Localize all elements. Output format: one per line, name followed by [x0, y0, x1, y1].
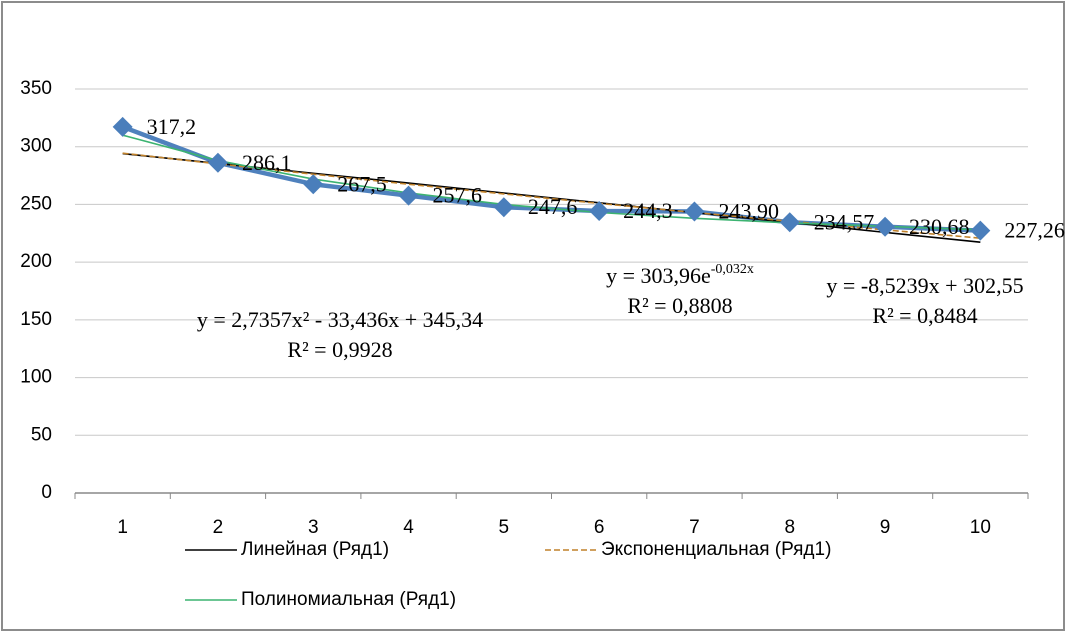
marker: [779, 212, 800, 233]
x-tick-label: 1: [117, 517, 128, 538]
data-label: 247,6: [528, 194, 578, 219]
x-tick-label: 4: [403, 517, 414, 538]
marker: [207, 152, 228, 173]
trend-line: [122, 152, 981, 243]
marker: [875, 216, 896, 237]
y-tick-label: 150: [20, 309, 52, 330]
x-tick-label: 6: [594, 517, 605, 538]
y-tick-label: 350: [20, 78, 52, 99]
x-tick-label: 8: [784, 517, 795, 538]
marker: [589, 201, 610, 222]
x-tick-label: 5: [499, 517, 510, 538]
x-tick-label: 7: [689, 517, 700, 538]
trend-line: [122, 134, 981, 231]
data-label: 244,3: [623, 198, 673, 223]
marker: [684, 201, 705, 222]
y-tick-label: 0: [41, 482, 52, 503]
r-squared: R² = 0,9928: [287, 337, 392, 362]
marker: [493, 197, 514, 218]
y-tick-label: 100: [20, 367, 52, 388]
marker: [398, 185, 419, 206]
y-tick-label: 250: [20, 193, 52, 214]
trend-equation: y = 303,96e-0,032x: [606, 262, 754, 288]
equation-text: y = 303,96e: [606, 263, 711, 288]
x-tick-label: 9: [880, 517, 891, 538]
legend-label: Экспоненциальная (Ряд1): [601, 539, 831, 560]
x-tick-label: 10: [970, 517, 991, 538]
x-tick-label: 2: [213, 517, 224, 538]
r-squared: R² = 0,8484: [872, 303, 977, 328]
data-label: 230,68: [909, 214, 970, 239]
data-label: 227,26: [1004, 218, 1065, 243]
x-tick-label: 3: [308, 517, 319, 538]
equation-text: y = -8,5239x + 302,55: [826, 273, 1023, 298]
data-label: 317,2: [147, 114, 197, 139]
marker: [970, 220, 991, 241]
data-label: 286,1: [242, 150, 292, 175]
legend-label: Линейная (Ряд1): [241, 539, 389, 560]
y-tick-label: 300: [20, 136, 52, 157]
marker: [303, 174, 324, 195]
equation-text: y = 2,7357x² - 33,436x + 345,34: [197, 307, 483, 332]
equation-superscript: -0,032x: [711, 262, 754, 277]
data-label: 257,6: [433, 183, 483, 208]
legend-label: Полиномиальная (Ряд1): [241, 589, 456, 610]
y-tick-label: 50: [31, 424, 52, 445]
y-tick-label: 200: [20, 251, 52, 272]
r-squared: R² = 0,8808: [627, 293, 732, 318]
trend-equation: y = -8,5239x + 302,55: [826, 273, 1023, 298]
marker: [112, 116, 133, 137]
data-label: 243,90: [718, 199, 779, 224]
data-label: 267,5: [337, 171, 387, 196]
trend-equation: y = 2,7357x² - 33,436x + 345,34: [197, 307, 483, 332]
data-label: 234,57: [814, 209, 875, 234]
